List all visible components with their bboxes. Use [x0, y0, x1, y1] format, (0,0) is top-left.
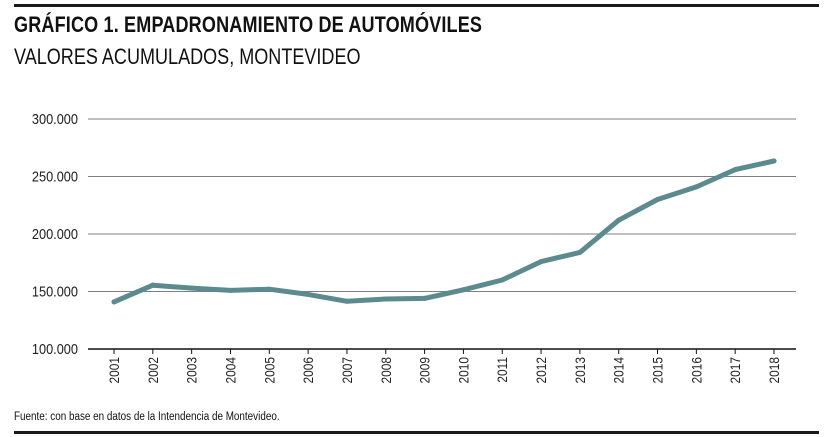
data-point: [111, 299, 117, 305]
data-point: [499, 277, 505, 283]
x-tick-label: 2001: [106, 357, 122, 383]
x-tick-label: 2014: [611, 357, 627, 383]
x-tick-label: 2017: [727, 357, 743, 383]
source-note: Fuente: con base en datos de la Intenden…: [14, 411, 280, 423]
data-point: [771, 158, 777, 164]
data-point: [460, 287, 466, 293]
x-tick-label: 2009: [417, 357, 433, 383]
chart-subtitle: VALORES ACUMULADOS, MONTEVIDEO: [14, 44, 361, 69]
data-point: [344, 298, 350, 304]
y-tick-label: 200.000: [32, 225, 78, 242]
top-rule: [14, 4, 819, 7]
data-point: [383, 296, 389, 302]
chart-title: GRÁFICO 1. EMPADRONAMIENTO DE AUTOMÓVILE…: [14, 12, 483, 37]
x-tick-label: 2013: [572, 357, 588, 383]
data-point: [422, 295, 428, 301]
data-point: [189, 285, 195, 291]
data-point: [577, 249, 583, 255]
data-point: [150, 282, 156, 288]
x-tick-label: 2004: [223, 357, 239, 383]
x-tick-label: 2007: [339, 357, 355, 383]
y-tick-label: 250.000: [32, 167, 78, 184]
x-tick-label: 2016: [688, 357, 704, 383]
data-point: [305, 291, 311, 297]
data-point: [732, 167, 738, 173]
data-point: [655, 197, 661, 202]
x-tick-label: 2015: [650, 357, 666, 383]
x-tick-label: 2003: [184, 357, 200, 383]
data-point: [693, 184, 699, 190]
x-tick-label: 2008: [378, 357, 394, 383]
y-tick-label: 150.000: [32, 282, 78, 299]
x-tick-label: 2005: [261, 357, 277, 383]
data-point: [266, 286, 272, 292]
data-point: [538, 259, 544, 265]
x-tick-label: 2010: [455, 357, 471, 383]
data-point: [616, 217, 622, 223]
x-tick-label: 2011: [494, 357, 510, 383]
series-line: [111, 158, 777, 305]
x-tick-label: 2006: [300, 357, 316, 383]
y-tick-label: 300.000: [32, 110, 78, 127]
y-tick-label: 100.000: [32, 340, 78, 357]
x-tick-label: 2012: [533, 357, 549, 383]
x-tick-label: 2002: [145, 357, 161, 383]
x-tick-label: 2018: [766, 357, 782, 383]
data-point: [227, 287, 233, 293]
bottom-rule: [14, 431, 819, 434]
